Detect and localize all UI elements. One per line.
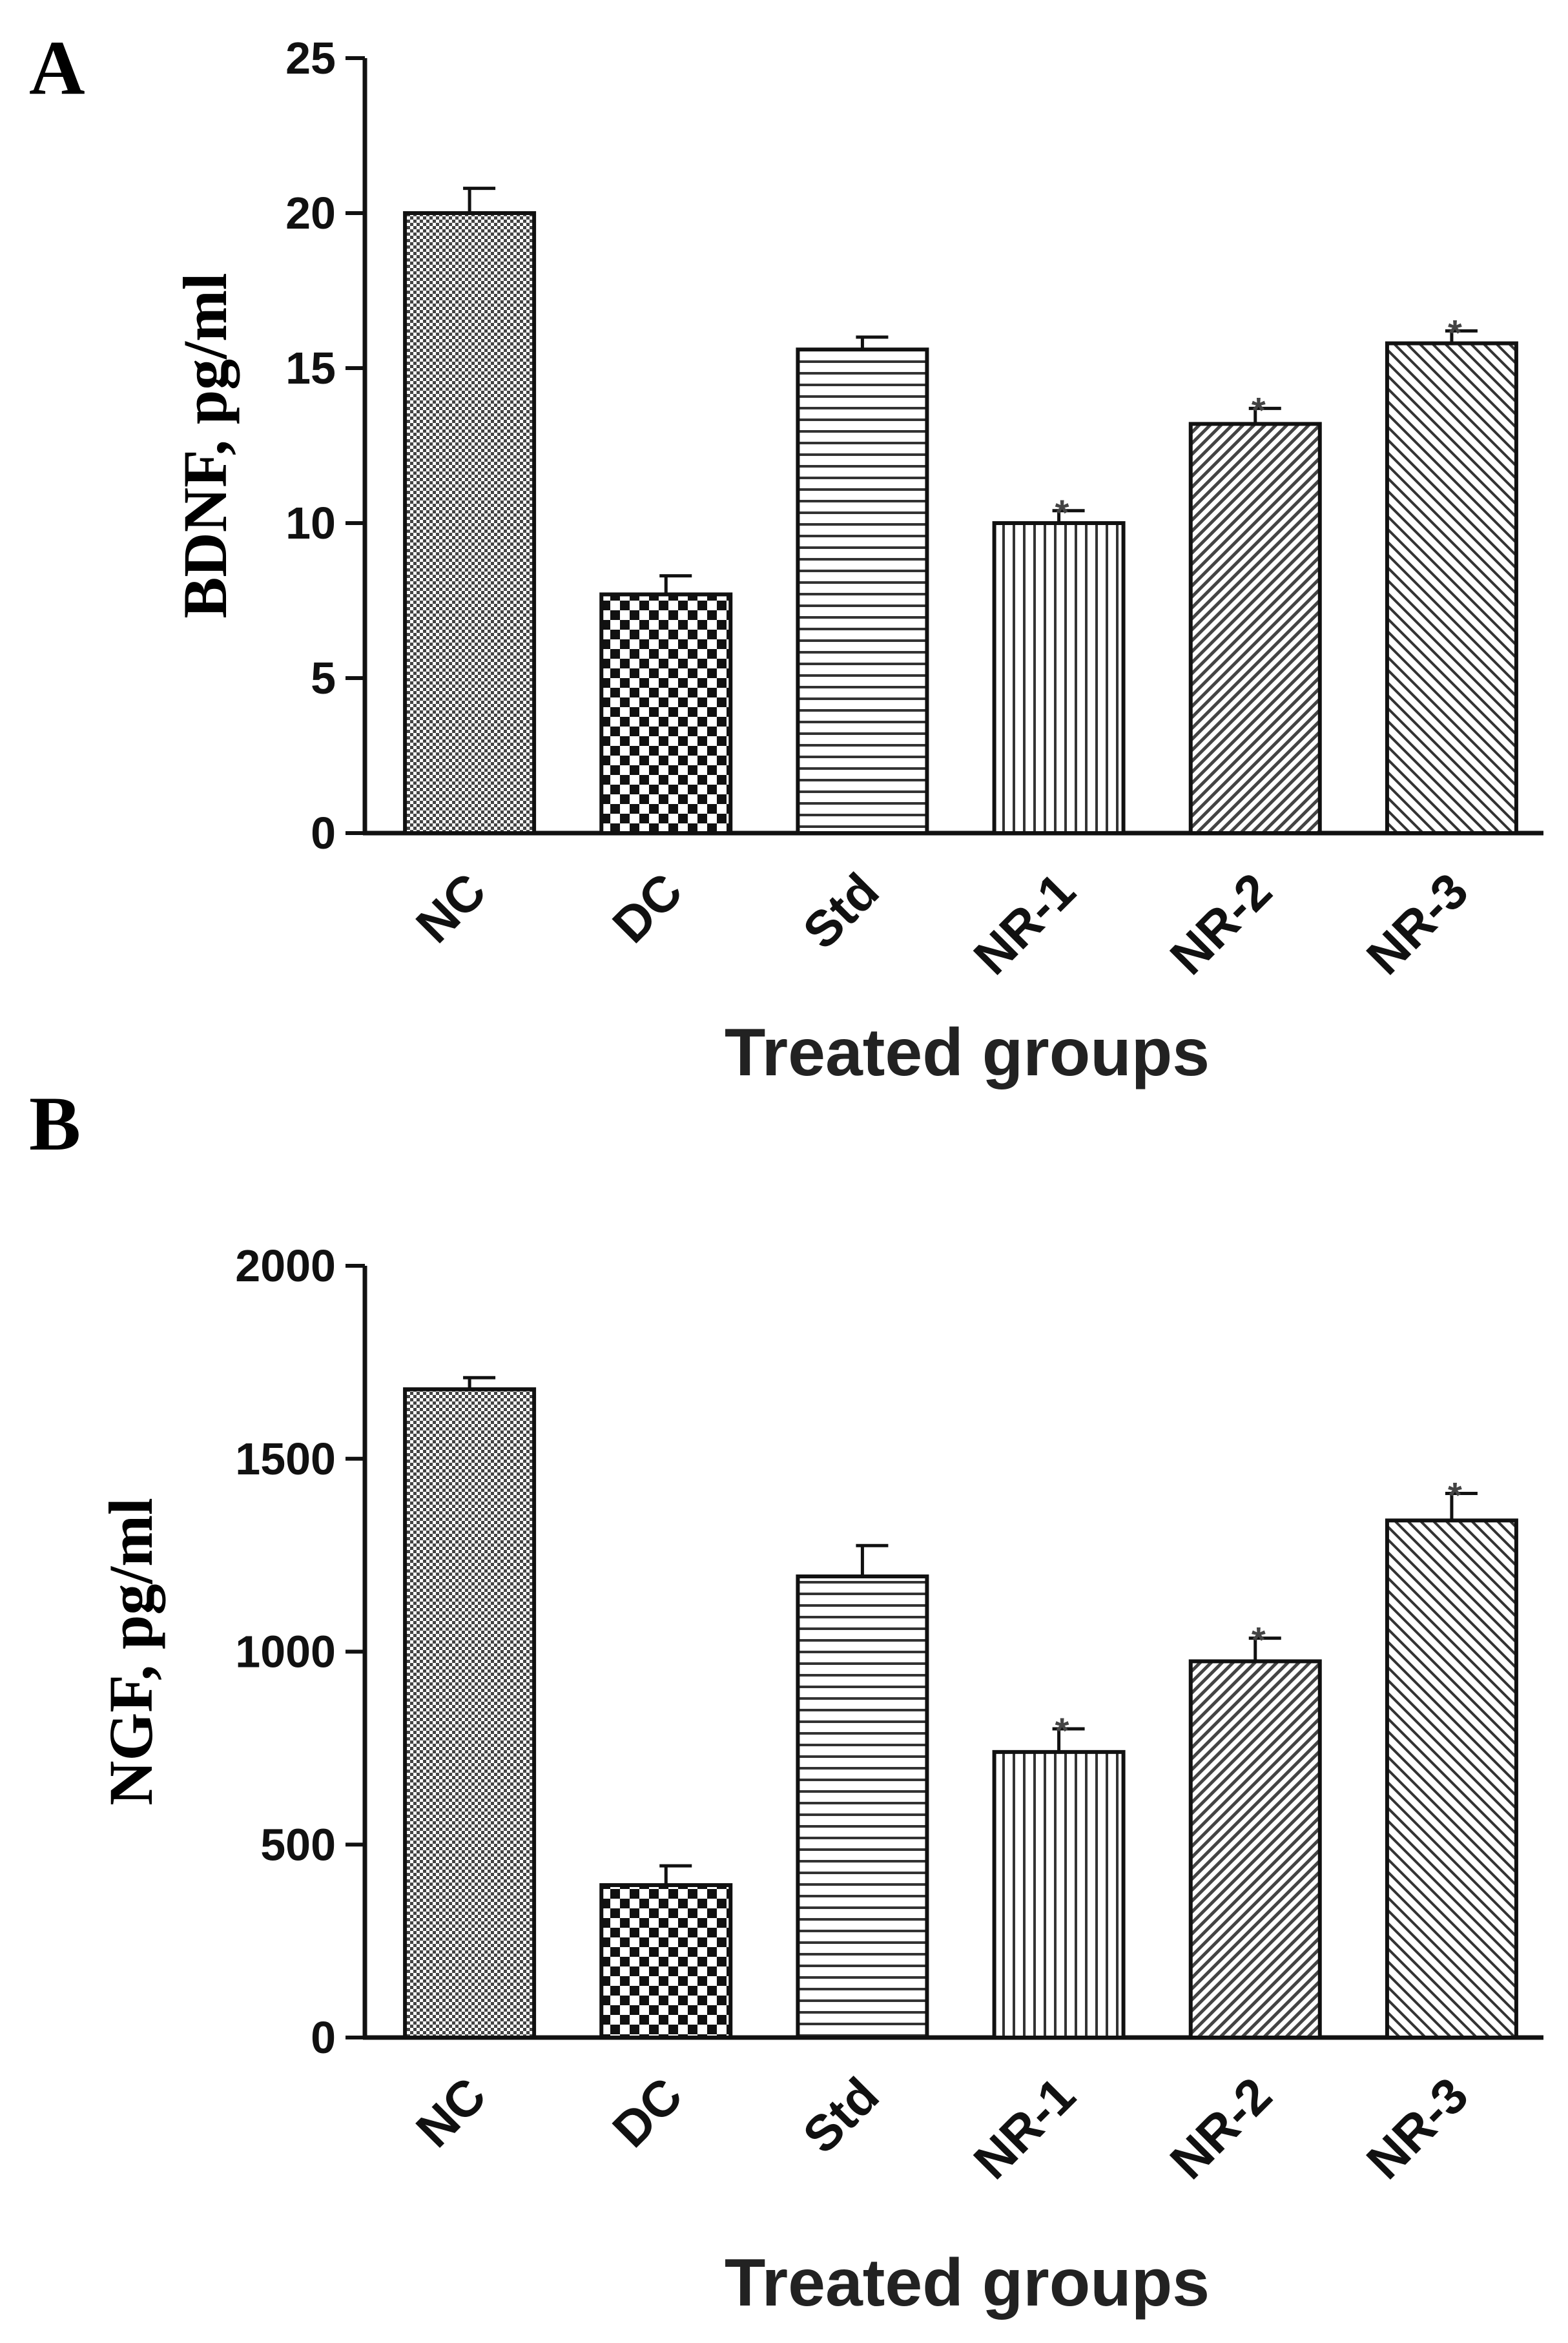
- y-tick-label: 0: [311, 2012, 336, 2063]
- y-tick-label: 10: [285, 498, 336, 548]
- x-tick-label: DC: [601, 2067, 693, 2158]
- x-tick-label: NR-3: [1356, 2067, 1479, 2190]
- panel-b-chart: B NGF, pg/ml 0 500 1000 1500 2000 NC DC Std * NR-1 *…: [29, 1080, 1543, 2320]
- x-tick-label: NR-1: [963, 862, 1086, 986]
- y-tick-label: 0: [311, 808, 336, 858]
- x-tick-label: NC: [405, 2067, 497, 2158]
- significance-marker: *: [1252, 389, 1266, 430]
- bar-std: [796, 1574, 929, 2040]
- bar-std: [796, 347, 929, 835]
- x-tick-label: NR-2: [1159, 2067, 1283, 2190]
- y-tick-label: 15: [285, 343, 336, 393]
- x-tick-label: Std: [792, 862, 889, 960]
- x-tick-label: DC: [601, 862, 693, 954]
- bar-nr-1: [992, 521, 1126, 835]
- bar-nr-3: [1385, 1518, 1518, 2040]
- x-tick-label: NR-1: [963, 2067, 1086, 2190]
- x-tick-label: Std: [792, 2067, 889, 2164]
- significance-marker: *: [1252, 1620, 1266, 1660]
- panel-a-chart: A BDNF, pg/ml 0 5 10 15 20 25 NC DC Std * NR-1 * NR-2 *…: [29, 25, 1543, 1090]
- x-axis-title: Treated groups: [725, 2245, 1210, 2320]
- bar-dc: [599, 592, 733, 836]
- significance-marker: *: [1448, 312, 1462, 353]
- bar-dc: [599, 1883, 733, 2040]
- y-tick-label: 5: [311, 653, 336, 703]
- y-tick-label: 2000: [235, 1241, 336, 1291]
- bar-nr-2: [1188, 422, 1322, 835]
- y-tick-label: 20: [285, 188, 336, 238]
- bar-nr-3: [1385, 341, 1518, 835]
- x-tick-label: NR-3: [1356, 862, 1479, 986]
- significance-marker: *: [1448, 1475, 1462, 1516]
- bar-nr-2: [1188, 1659, 1322, 2039]
- panel-letter: B: [29, 1080, 81, 1166]
- panel-letter: A: [29, 25, 85, 110]
- y-tick-label: 500: [260, 1819, 336, 1870]
- y-axis-title: BDNF, pg/ml: [170, 273, 240, 618]
- y-axis-title: NGF, pg/ml: [96, 1498, 165, 1806]
- y-tick-label: 1000: [235, 1627, 336, 1677]
- significance-marker: *: [1055, 1710, 1069, 1751]
- x-axis-title: Treated groups: [725, 1015, 1210, 1090]
- y-tick-label: 1500: [235, 1434, 336, 1484]
- bar-nc: [403, 1387, 537, 2039]
- bar-nr-1: [992, 1750, 1126, 2040]
- x-tick-label: NC: [405, 862, 497, 954]
- y-tick-label: 25: [285, 33, 336, 83]
- x-tick-label: NR-2: [1159, 862, 1283, 986]
- significance-marker: *: [1055, 492, 1069, 533]
- bar-nc: [403, 211, 537, 835]
